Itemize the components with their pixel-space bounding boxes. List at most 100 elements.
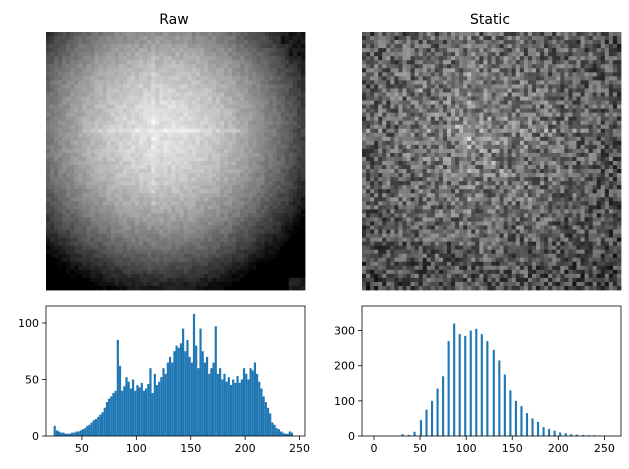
heatmap-cell bbox=[244, 233, 249, 238]
heatmap-cell bbox=[288, 140, 294, 146]
heatmap-cell bbox=[220, 173, 225, 178]
heatmap-cell bbox=[276, 253, 282, 259]
heatmap-cell bbox=[135, 92, 140, 97]
heatmap-cell bbox=[143, 229, 148, 234]
heatmap-cell bbox=[151, 72, 156, 77]
heatmap-cell bbox=[284, 281, 290, 287]
heatmap-cell bbox=[199, 148, 205, 154]
heatmap-cell bbox=[374, 56, 379, 61]
heatmap-cell bbox=[414, 32, 420, 37]
heatmap-cell bbox=[98, 84, 104, 89]
heatmap-cell bbox=[82, 217, 87, 222]
heatmap-cell bbox=[171, 265, 176, 271]
heatmap-cell bbox=[232, 156, 237, 162]
heatmap-cell bbox=[252, 161, 257, 166]
heatmap-cell bbox=[98, 237, 104, 243]
heatmap-cell bbox=[58, 277, 63, 283]
heatmap-cell bbox=[130, 277, 136, 283]
heatmap-cell bbox=[90, 217, 95, 222]
heatmap-cell bbox=[58, 245, 63, 251]
heatmap-cell bbox=[224, 177, 229, 182]
heatmap-cell bbox=[276, 96, 282, 101]
heatmap-cell bbox=[143, 96, 148, 101]
heatmap-cell bbox=[82, 64, 87, 69]
heatmap-cell bbox=[135, 108, 140, 114]
heatmap-cell bbox=[130, 44, 136, 49]
heatmap-cell bbox=[50, 32, 55, 37]
heatmap-cell bbox=[608, 72, 614, 77]
heatmap-cell bbox=[58, 229, 63, 234]
heatmap-cell bbox=[592, 76, 598, 81]
heatmap-cell bbox=[256, 261, 261, 267]
heatmap-cell bbox=[143, 128, 148, 134]
heatmap-cell bbox=[183, 169, 189, 174]
heatmap-cell bbox=[175, 132, 180, 138]
heatmap-cell bbox=[268, 60, 274, 65]
heatmap-cell bbox=[130, 181, 136, 186]
heatmap-cell bbox=[102, 120, 108, 126]
heatmap-cell bbox=[151, 156, 156, 162]
heatmap-cell bbox=[248, 281, 253, 287]
heatmap-cell bbox=[276, 148, 282, 154]
heatmap-cell bbox=[256, 225, 261, 230]
heatmap-cell bbox=[78, 84, 83, 89]
heatmap-cell bbox=[220, 213, 225, 218]
heatmap-cell bbox=[244, 181, 249, 186]
heatmap-cell bbox=[62, 76, 67, 81]
heatmap-cell bbox=[260, 148, 265, 154]
heatmap-cell bbox=[288, 124, 294, 130]
heatmap-cell bbox=[70, 80, 75, 85]
heatmap-cell bbox=[272, 128, 278, 134]
heatmap-cell bbox=[260, 245, 265, 251]
heatmap-cell bbox=[106, 60, 112, 65]
heatmap-cell bbox=[135, 185, 140, 190]
heatmap-cell bbox=[102, 201, 108, 206]
heatmap-cell bbox=[62, 80, 67, 85]
heatmap-cell bbox=[224, 205, 229, 210]
heatmap-cell bbox=[260, 116, 265, 122]
heatmap-cell bbox=[74, 193, 79, 198]
heatmap-cell bbox=[418, 80, 424, 85]
heatmap-cell bbox=[467, 40, 472, 45]
heatmap-cell bbox=[143, 233, 148, 238]
heatmap-cell bbox=[576, 40, 581, 45]
heatmap-cell bbox=[483, 80, 488, 85]
heatmap-cell bbox=[62, 60, 67, 65]
heatmap-cell bbox=[122, 64, 128, 69]
heatmap-cell bbox=[418, 84, 424, 89]
heatmap-cell bbox=[90, 80, 95, 85]
heatmap-cell bbox=[110, 277, 116, 283]
heatmap-cell bbox=[171, 76, 176, 81]
heatmap-cell bbox=[183, 92, 189, 97]
heatmap-cell bbox=[596, 44, 602, 49]
heatmap-cell bbox=[122, 100, 128, 105]
heatmap-cell bbox=[362, 36, 367, 41]
heatmap-cell bbox=[114, 177, 120, 182]
heatmap-cell bbox=[106, 140, 112, 146]
heatmap-cell bbox=[114, 229, 120, 234]
heatmap-cell bbox=[147, 80, 152, 85]
heatmap-cell bbox=[90, 76, 95, 81]
heatmap-cell bbox=[135, 128, 140, 134]
heatmap-cell bbox=[195, 245, 201, 251]
heatmap-cell bbox=[147, 124, 152, 130]
heatmap-cell bbox=[215, 209, 221, 214]
heatmap-cell bbox=[268, 181, 274, 186]
heatmap-cell bbox=[203, 189, 209, 194]
heatmap-cell bbox=[58, 132, 63, 138]
heatmap-cell bbox=[135, 56, 140, 61]
heatmap-cell bbox=[272, 56, 278, 61]
heatmap-cell bbox=[536, 60, 541, 65]
heatmap-cell bbox=[163, 277, 168, 283]
heatmap-cell bbox=[296, 120, 302, 126]
heatmap-cell bbox=[90, 148, 95, 154]
heatmap-cell bbox=[244, 60, 249, 65]
heatmap-cell bbox=[66, 116, 71, 122]
heatmap-cell bbox=[191, 92, 197, 97]
heatmap-cell bbox=[268, 56, 274, 61]
heatmap-cell bbox=[406, 32, 411, 37]
heatmap-cell bbox=[135, 96, 140, 101]
heatmap-cell bbox=[300, 177, 306, 182]
heatmap-cell bbox=[220, 96, 225, 101]
heatmap-cell bbox=[292, 169, 298, 174]
